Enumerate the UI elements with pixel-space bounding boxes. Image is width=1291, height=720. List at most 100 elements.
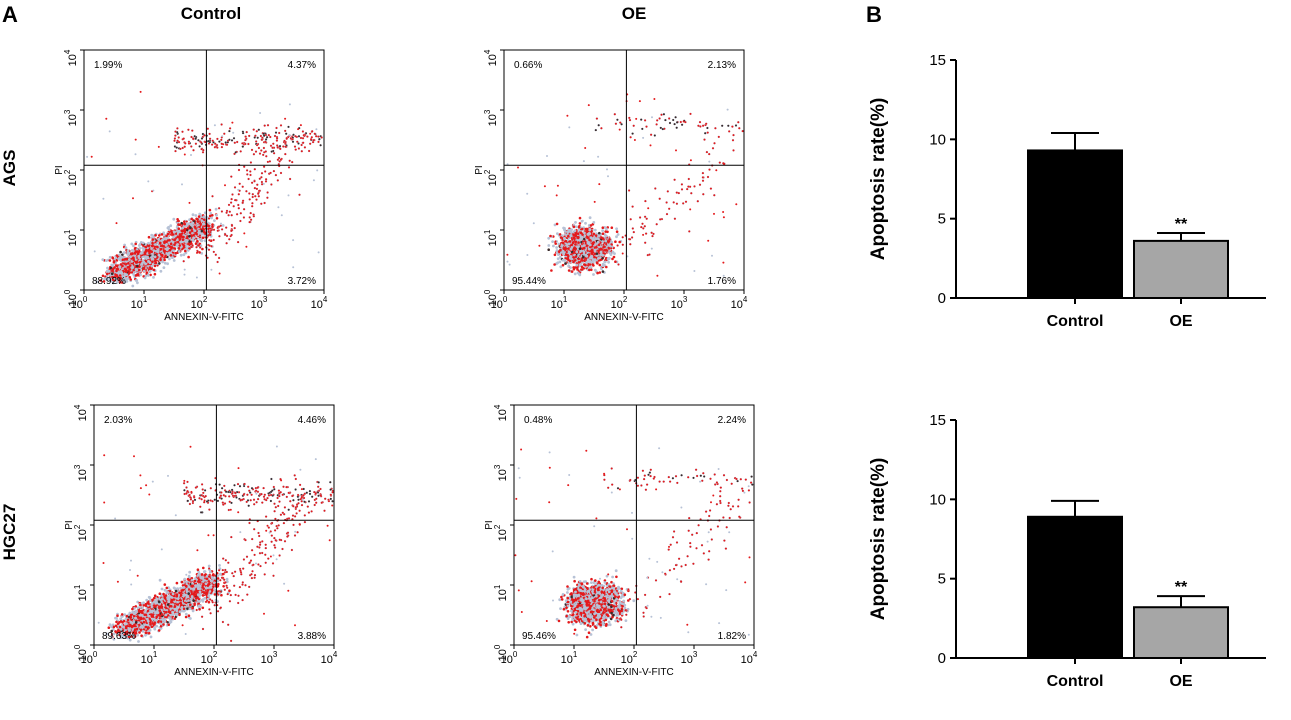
flow-svg: 100100101101102102103103104104ANNEXIN-V-… bbox=[54, 49, 328, 323]
y-tick-label: 0 bbox=[938, 650, 946, 667]
quadrant-lr-value: 3.88% bbox=[298, 631, 326, 642]
flow-svg: 100100101101102102103103104104ANNEXIN-V-… bbox=[64, 404, 338, 678]
x-tick-label: OE bbox=[1169, 673, 1192, 690]
x-tick-label: 101 bbox=[141, 650, 158, 666]
panel-b-label: B bbox=[866, 2, 882, 27]
flow-svg: 100100101101102102103103104104ANNEXIN-V-… bbox=[474, 49, 748, 323]
row-label-hgc27: HGC27 bbox=[0, 503, 19, 561]
y-tick-label: 102 bbox=[63, 169, 79, 186]
y-tick-label: 15 bbox=[929, 52, 946, 69]
y-tick-label: 104 bbox=[493, 404, 509, 421]
y-tick-label: 104 bbox=[63, 49, 79, 66]
y-axis-label: Apoptosis rate(%) bbox=[868, 98, 889, 261]
y-tick-label: 100 bbox=[483, 289, 499, 306]
plot-frame bbox=[513, 404, 755, 646]
quadrant-lr-value: 1.76% bbox=[708, 276, 736, 287]
y-tick-label: 100 bbox=[63, 289, 79, 306]
panel-a-label: A bbox=[2, 2, 18, 27]
significance-marker: ** bbox=[1175, 579, 1188, 596]
significance-marker: ** bbox=[1175, 216, 1188, 233]
y-tick-label: 101 bbox=[493, 584, 509, 601]
quadrant-ul-value: 0.66% bbox=[514, 60, 542, 71]
y-tick-label: 10 bbox=[929, 491, 946, 508]
quadrant-ll-value: 95.44% bbox=[512, 276, 546, 287]
bar-control bbox=[1027, 149, 1123, 299]
event-dots bbox=[86, 90, 323, 288]
x-axis-label: ANNEXIN-V-FITC bbox=[174, 667, 253, 678]
x-tick-label: 103 bbox=[671, 295, 688, 311]
quadrant-ur-value: 4.37% bbox=[288, 60, 316, 71]
event-dots bbox=[514, 447, 754, 639]
x-tick-label: 104 bbox=[731, 295, 748, 311]
y-tick-label: 104 bbox=[73, 404, 89, 421]
x-tick-label: 102 bbox=[611, 295, 628, 311]
y-axis-label: PI bbox=[484, 520, 495, 529]
flow-plot-hgc27-control: 100 100 101 101 102 102 103 103 104 104 ANNEXIN-V-… bbox=[50, 395, 390, 700]
quadrant-ul-value: 0.48% bbox=[524, 415, 552, 426]
y-tick-label: 5 bbox=[938, 571, 946, 588]
event-dots bbox=[97, 445, 334, 643]
flow-svg: 100100101101102102103103104104ANNEXIN-V-… bbox=[484, 404, 758, 678]
quadrant-ul-value: 2.03% bbox=[104, 415, 132, 426]
plot-frame bbox=[503, 49, 745, 291]
x-tick-label: 104 bbox=[321, 650, 338, 666]
y-tick-label: 104 bbox=[483, 49, 499, 66]
y-tick-label: 103 bbox=[73, 464, 89, 481]
x-tick-label: 102 bbox=[191, 295, 208, 311]
y-tick-label: 100 bbox=[73, 644, 89, 661]
y-tick-label: 10 bbox=[929, 131, 946, 148]
flow-plot-hgc27-oe: 100 100 101 101 102 102 103 103 104 104 ANNEXIN-V-… bbox=[470, 395, 810, 700]
y-tick-label: 103 bbox=[493, 464, 509, 481]
x-tick-label: 102 bbox=[621, 650, 638, 666]
y-axis-label: PI bbox=[64, 520, 75, 529]
flow-plot-ags-oe: 100 100 101 101 102 102 103 103 104 104 ANNEXIN-V-… bbox=[460, 40, 800, 345]
bar-oe bbox=[1133, 606, 1229, 660]
quadrant-ur-value: 2.24% bbox=[718, 415, 746, 426]
x-tick-label: 103 bbox=[251, 295, 268, 311]
x-tick-label: 103 bbox=[261, 650, 278, 666]
x-tick-label: Control bbox=[1047, 673, 1104, 690]
y-tick-label: 101 bbox=[483, 229, 499, 246]
x-tick-label: 103 bbox=[681, 650, 698, 666]
x-tick-label: 101 bbox=[551, 295, 568, 311]
flow-plot-ags-control: 100 100 101 101 102 102 103 103 104 104 ANNEXIN-V-… bbox=[40, 40, 380, 345]
y-axis-label: Apoptosis rate(%) bbox=[868, 458, 889, 621]
column-title-oe: OE bbox=[621, 4, 647, 23]
x-axis-label: ANNEXIN-V-FITC bbox=[584, 312, 663, 323]
quadrant-ur-value: 2.13% bbox=[708, 60, 736, 71]
plot-frame bbox=[93, 404, 335, 646]
x-tick-label: Control bbox=[1047, 313, 1104, 330]
y-axis-label: PI bbox=[474, 165, 485, 174]
quadrant-lr-value: 1.82% bbox=[718, 631, 746, 642]
quadrant-ll-value: 89.63% bbox=[102, 631, 136, 642]
quadrant-ul-value: 1.99% bbox=[94, 60, 122, 71]
x-tick-label: 102 bbox=[201, 650, 218, 666]
y-tick-label: 102 bbox=[483, 169, 499, 186]
y-tick-label: 100 bbox=[493, 644, 509, 661]
y-tick-label: 103 bbox=[63, 109, 79, 126]
quadrant-ur-value: 4.46% bbox=[298, 415, 326, 426]
x-axis-label: ANNEXIN-V-FITC bbox=[594, 667, 673, 678]
y-tick-label: 103 bbox=[483, 109, 499, 126]
y-tick-label: 101 bbox=[73, 584, 89, 601]
x-tick-label: 104 bbox=[741, 650, 758, 666]
x-tick-label: 101 bbox=[561, 650, 578, 666]
quadrant-ll-value: 95.46% bbox=[522, 631, 556, 642]
event-dots bbox=[506, 93, 744, 277]
x-tick-label: 104 bbox=[311, 295, 328, 311]
y-tick-label: 101 bbox=[63, 229, 79, 246]
y-axis-label: PI bbox=[54, 165, 65, 174]
column-title-control: Control bbox=[180, 4, 242, 23]
x-tick-label: OE bbox=[1169, 313, 1192, 330]
bar-oe bbox=[1133, 239, 1229, 300]
y-tick-label: 102 bbox=[493, 524, 509, 541]
quadrant-ll-value: 88.92% bbox=[92, 276, 126, 287]
quadrant-lr-value: 3.72% bbox=[288, 276, 316, 287]
y-tick-label: 15 bbox=[929, 412, 946, 429]
y-tick-label: 0 bbox=[938, 290, 946, 307]
row-label-ags: AGS bbox=[0, 149, 19, 187]
